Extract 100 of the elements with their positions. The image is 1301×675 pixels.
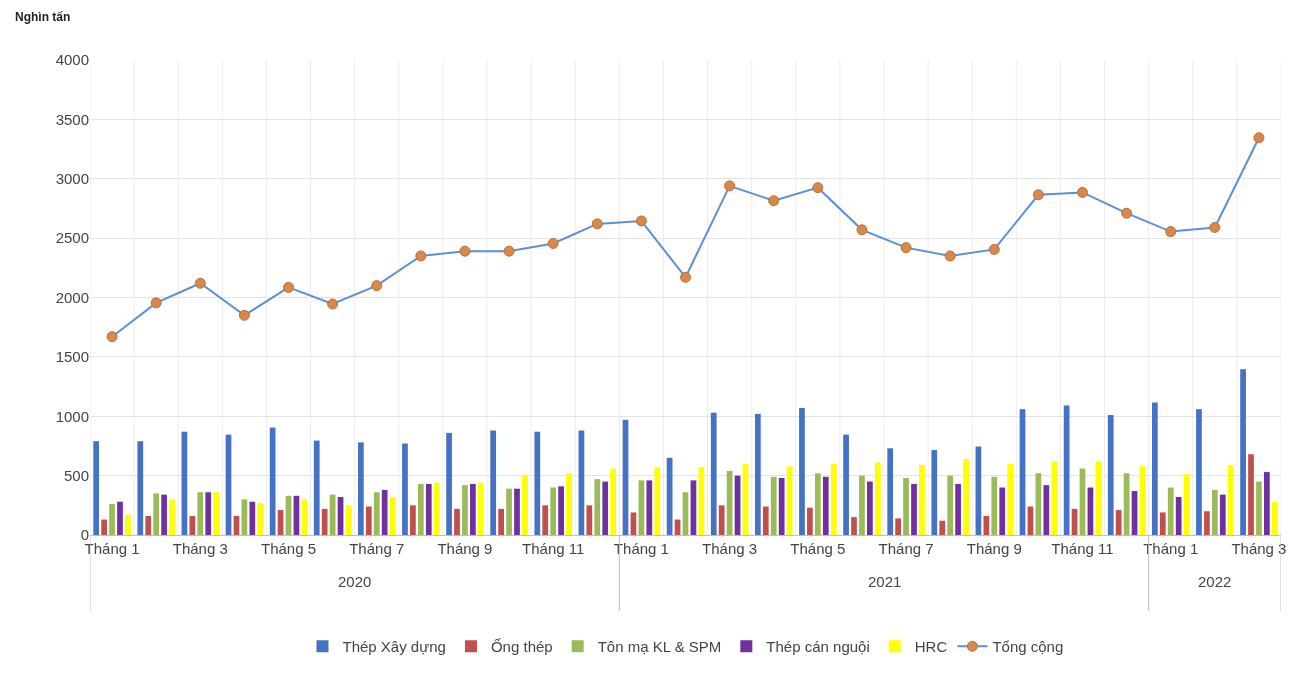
bar — [417, 483, 424, 535]
bar — [1151, 402, 1158, 535]
bar — [477, 482, 484, 535]
bar — [145, 516, 152, 535]
x-tick-label: Tháng 11 — [522, 540, 585, 557]
y-axis-title: Nghìn tấn — [15, 10, 71, 24]
x-tick-label: Tháng 3 — [1231, 540, 1287, 557]
x-tick-label: Tháng 5 — [260, 540, 317, 557]
bar — [843, 434, 849, 535]
bar — [321, 508, 328, 535]
bar — [1264, 472, 1270, 535]
bar — [433, 482, 440, 535]
bar — [1256, 481, 1262, 535]
bar — [313, 440, 320, 535]
legend-label: Tổng cộng — [992, 638, 1064, 656]
bar — [357, 442, 364, 535]
x-tick-label: Tháng 1 — [1143, 540, 1199, 557]
bar — [895, 518, 901, 535]
bar — [1196, 409, 1202, 535]
x-tick-label: Tháng 3 — [702, 540, 758, 557]
y-tick-label: 3000 — [55, 170, 89, 187]
bar — [851, 517, 857, 535]
bar — [955, 483, 961, 535]
x-tick-label: Tháng 7 — [349, 540, 405, 557]
x-tick-label: Tháng 9 — [437, 540, 493, 557]
bar — [257, 502, 264, 535]
y-tick-label: 2500 — [55, 229, 89, 247]
x-tick-label: Tháng 5 — [790, 540, 846, 557]
bar — [462, 485, 468, 535]
bar — [101, 519, 107, 535]
x-tick-label: Tháng 3 — [172, 540, 228, 557]
text: 2020 — [338, 573, 372, 590]
bar — [1007, 463, 1014, 535]
bar — [470, 483, 476, 535]
bar — [365, 506, 372, 535]
bar — [93, 441, 100, 535]
bar — [887, 448, 894, 535]
bar — [109, 504, 115, 535]
bar — [550, 487, 557, 535]
bar — [454, 508, 460, 535]
bar — [410, 505, 416, 535]
bar — [425, 483, 432, 535]
bar — [534, 431, 541, 535]
bar — [778, 478, 785, 535]
bar — [117, 501, 123, 535]
bar — [490, 430, 497, 535]
bar — [1271, 501, 1278, 535]
legend-label: HRC — [914, 638, 948, 656]
text: 2021 — [868, 573, 902, 590]
bar — [249, 501, 256, 535]
bar — [1167, 487, 1174, 535]
bar — [373, 492, 380, 535]
x-tick-label: Tháng 1 — [613, 540, 669, 557]
bar — [602, 481, 609, 535]
bar — [506, 488, 512, 535]
text: 2022 — [1198, 573, 1232, 590]
bar — [566, 473, 572, 535]
bar — [754, 413, 761, 535]
bar — [153, 493, 160, 535]
bar — [1051, 461, 1058, 535]
bar — [381, 489, 388, 535]
bar — [137, 441, 144, 535]
bar — [197, 492, 204, 535]
bar — [542, 505, 549, 535]
bar — [1248, 454, 1254, 535]
bar — [991, 476, 998, 535]
bar — [654, 467, 661, 535]
bar — [1115, 510, 1122, 535]
x-tick-label: Tháng 9 — [966, 540, 1022, 557]
bar — [169, 499, 175, 535]
bar — [161, 494, 167, 535]
bar — [710, 412, 717, 535]
legend-label: Thép Xây dựng — [342, 638, 446, 656]
bar — [1211, 489, 1218, 535]
bar — [1043, 485, 1050, 535]
bar — [446, 432, 452, 535]
bar — [1227, 464, 1234, 535]
y-tick-label: 1000 — [55, 407, 89, 425]
bar — [189, 516, 196, 535]
bar — [999, 487, 1006, 535]
y-tick-label: 3500 — [55, 110, 89, 128]
bar — [610, 468, 617, 535]
x-tick-label: Tháng 11 — [1051, 540, 1114, 557]
bar — [213, 492, 220, 535]
bar — [762, 506, 769, 535]
bar — [822, 476, 829, 535]
bar — [963, 459, 969, 535]
x-tick-label: Tháng 7 — [878, 540, 934, 557]
legend-label: Ống thép — [490, 638, 553, 656]
bar — [402, 443, 408, 535]
bar — [718, 505, 725, 535]
bar — [1175, 497, 1182, 535]
bar — [1219, 494, 1226, 535]
y-tick-label: 4000 — [55, 51, 89, 69]
bar — [586, 505, 593, 535]
bar — [799, 407, 805, 535]
bar — [807, 507, 813, 535]
bar — [830, 463, 837, 535]
bar — [514, 488, 520, 535]
bar — [814, 473, 821, 535]
